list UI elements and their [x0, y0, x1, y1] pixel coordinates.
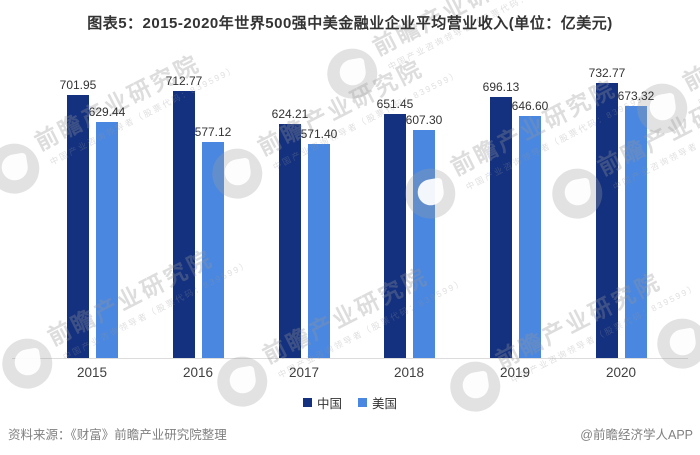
watermark-logo-icon [0, 330, 61, 398]
bar-value-china-2016: 712.77 [165, 74, 203, 88]
legend-item-usa: 美国 [358, 393, 397, 412]
bar-usa-2020 [625, 106, 647, 358]
bar-value-china-2020: 732.77 [588, 66, 626, 80]
credit-note: @前瞻经济学人APP [580, 428, 693, 442]
bar-usa-2016 [202, 142, 224, 358]
bar-value-china-2015: 701.95 [59, 78, 97, 92]
source-note: 资料来源：《财富》前瞻产业研究院整理 [8, 428, 227, 442]
watermark: 前瞻产业研究院中国产业咨询领导者（股票代码：839599） [543, 61, 700, 228]
legend-swatch-usa [358, 398, 367, 407]
x-label-2015: 2015 [76, 365, 108, 380]
footer: 资料来源：《财富》前瞻产业研究院整理 @前瞻经济学人APP [8, 424, 693, 443]
x-axis-line [12, 358, 688, 359]
bar-china-2018 [384, 114, 406, 358]
x-label-2017: 2017 [288, 365, 320, 380]
legend-swatch-china [302, 398, 312, 407]
bar-value-usa-2017: 571.40 [300, 127, 338, 141]
bar-usa-2018 [413, 130, 435, 358]
watermark-text: 前瞻产业研究院 [696, 206, 700, 333]
chart-title: 图表5：2015-2020年世界500强中美金融业企业平均营业收入(单位：亿美元… [87, 15, 613, 32]
bar-value-china-2019: 696.13 [482, 80, 520, 94]
bar-usa-2019 [519, 116, 541, 358]
bar-value-china-2017: 624.21 [271, 107, 309, 121]
x-label-2020: 2020 [605, 365, 637, 380]
watermark-logo-icon [0, 135, 48, 203]
bar-value-usa-2020: 673.32 [617, 89, 655, 103]
watermark-subtext: 中国产业咨询领导者（股票代码：839599） [386, 0, 577, 73]
x-label-2018: 2018 [393, 365, 425, 380]
bar-china-2020 [596, 83, 618, 358]
x-label-2016: 2016 [182, 365, 214, 380]
bar-value-usa-2015: 629.44 [88, 105, 126, 119]
legend-item-china: 中国 [302, 393, 342, 412]
legend-label-usa: 美国 [372, 397, 398, 411]
watermark-logo-icon [648, 310, 700, 378]
bar-china-2015 [67, 95, 89, 358]
bar-china-2017 [279, 124, 301, 358]
bar-value-usa-2018: 607.30 [405, 113, 443, 127]
bar-value-china-2018: 651.45 [376, 97, 414, 111]
legend: 中国 美国 [0, 393, 700, 412]
legend-label-china: 中国 [316, 397, 342, 411]
bar-usa-2015 [96, 122, 118, 358]
x-label-2019: 2019 [499, 365, 531, 380]
bar-china-2016 [173, 91, 195, 358]
bar-china-2019 [490, 97, 512, 358]
bar-value-usa-2019: 646.60 [511, 99, 549, 113]
bar-usa-2017 [308, 144, 330, 358]
bar-value-usa-2016: 577.12 [194, 125, 232, 139]
